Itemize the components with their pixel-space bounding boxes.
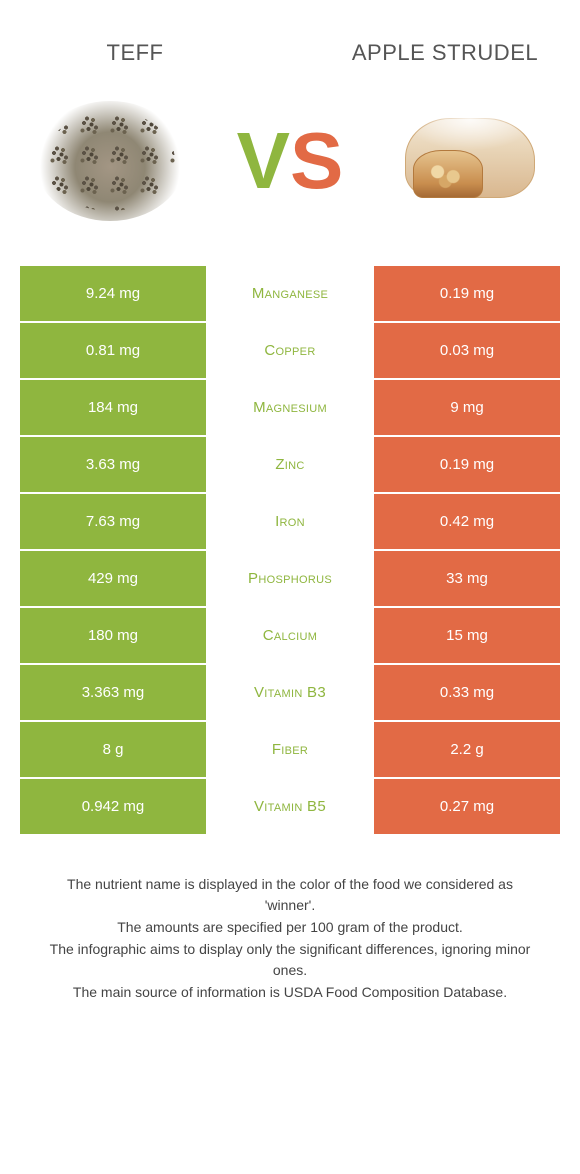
nutrient-name-cell: Vitamin B3 [208, 665, 372, 720]
left-food-title: Teff [20, 40, 250, 66]
right-value-cell: 9 mg [374, 380, 560, 435]
table-row: 8 gFiber2.2 g [20, 722, 560, 777]
nutrient-name-cell: Fiber [208, 722, 372, 777]
nutrient-name-cell: Iron [208, 494, 372, 549]
left-value-cell: 3.363 mg [20, 665, 206, 720]
table-row: 0.942 mgVitamin B50.27 mg [20, 779, 560, 834]
vs-label: V S [237, 121, 344, 201]
nutrient-table: 9.24 mgManganese0.19 mg0.81 mgCopper0.03… [20, 266, 560, 834]
left-value-cell: 9.24 mg [20, 266, 206, 321]
footnote-line: The infographic aims to display only the… [40, 939, 540, 981]
nutrient-name-cell: Magnesium [208, 380, 372, 435]
footnote-line: The main source of information is USDA F… [40, 982, 540, 1003]
left-value-cell: 180 mg [20, 608, 206, 663]
right-value-cell: 15 mg [374, 608, 560, 663]
header-row: Teff Apple strudel [20, 40, 560, 66]
nutrient-name-cell: Manganese [208, 266, 372, 321]
right-value-cell: 0.27 mg [374, 779, 560, 834]
right-value-cell: 0.42 mg [374, 494, 560, 549]
vs-letter-s: S [290, 121, 343, 201]
infographic-container: Teff Apple strudel V S 9.24 mgManganese0… [0, 0, 580, 1174]
vs-letter-v: V [237, 121, 290, 201]
teff-icon [35, 101, 185, 221]
table-row: 180 mgCalcium15 mg [20, 608, 560, 663]
nutrient-name-cell: Copper [208, 323, 372, 378]
nutrient-name-cell: Calcium [208, 608, 372, 663]
right-food-title: Apple strudel [330, 40, 560, 66]
right-value-cell: 2.2 g [374, 722, 560, 777]
strudel-icon [395, 106, 545, 216]
nutrient-name-cell: Phosphorus [208, 551, 372, 606]
left-value-cell: 8 g [20, 722, 206, 777]
right-value-cell: 0.03 mg [374, 323, 560, 378]
left-value-cell: 429 mg [20, 551, 206, 606]
table-row: 184 mgMagnesium9 mg [20, 380, 560, 435]
table-row: 429 mgPhosphorus33 mg [20, 551, 560, 606]
left-value-cell: 3.63 mg [20, 437, 206, 492]
right-value-cell: 0.19 mg [374, 437, 560, 492]
left-value-cell: 7.63 mg [20, 494, 206, 549]
right-value-cell: 0.19 mg [374, 266, 560, 321]
footnote-line: The amounts are specified per 100 gram o… [40, 917, 540, 938]
nutrient-name-cell: Zinc [208, 437, 372, 492]
footnote-line: The nutrient name is displayed in the co… [40, 874, 540, 916]
left-value-cell: 0.942 mg [20, 779, 206, 834]
table-row: 0.81 mgCopper0.03 mg [20, 323, 560, 378]
left-value-cell: 184 mg [20, 380, 206, 435]
table-row: 3.63 mgZinc0.19 mg [20, 437, 560, 492]
images-row: V S [20, 91, 560, 231]
table-row: 3.363 mgVitamin B30.33 mg [20, 665, 560, 720]
left-food-image [30, 91, 190, 231]
table-row: 7.63 mgIron0.42 mg [20, 494, 560, 549]
table-row: 9.24 mgManganese0.19 mg [20, 266, 560, 321]
left-value-cell: 0.81 mg [20, 323, 206, 378]
right-value-cell: 0.33 mg [374, 665, 560, 720]
footnotes: The nutrient name is displayed in the co… [20, 874, 560, 1004]
right-value-cell: 33 mg [374, 551, 560, 606]
right-food-image [390, 91, 550, 231]
nutrient-name-cell: Vitamin B5 [208, 779, 372, 834]
